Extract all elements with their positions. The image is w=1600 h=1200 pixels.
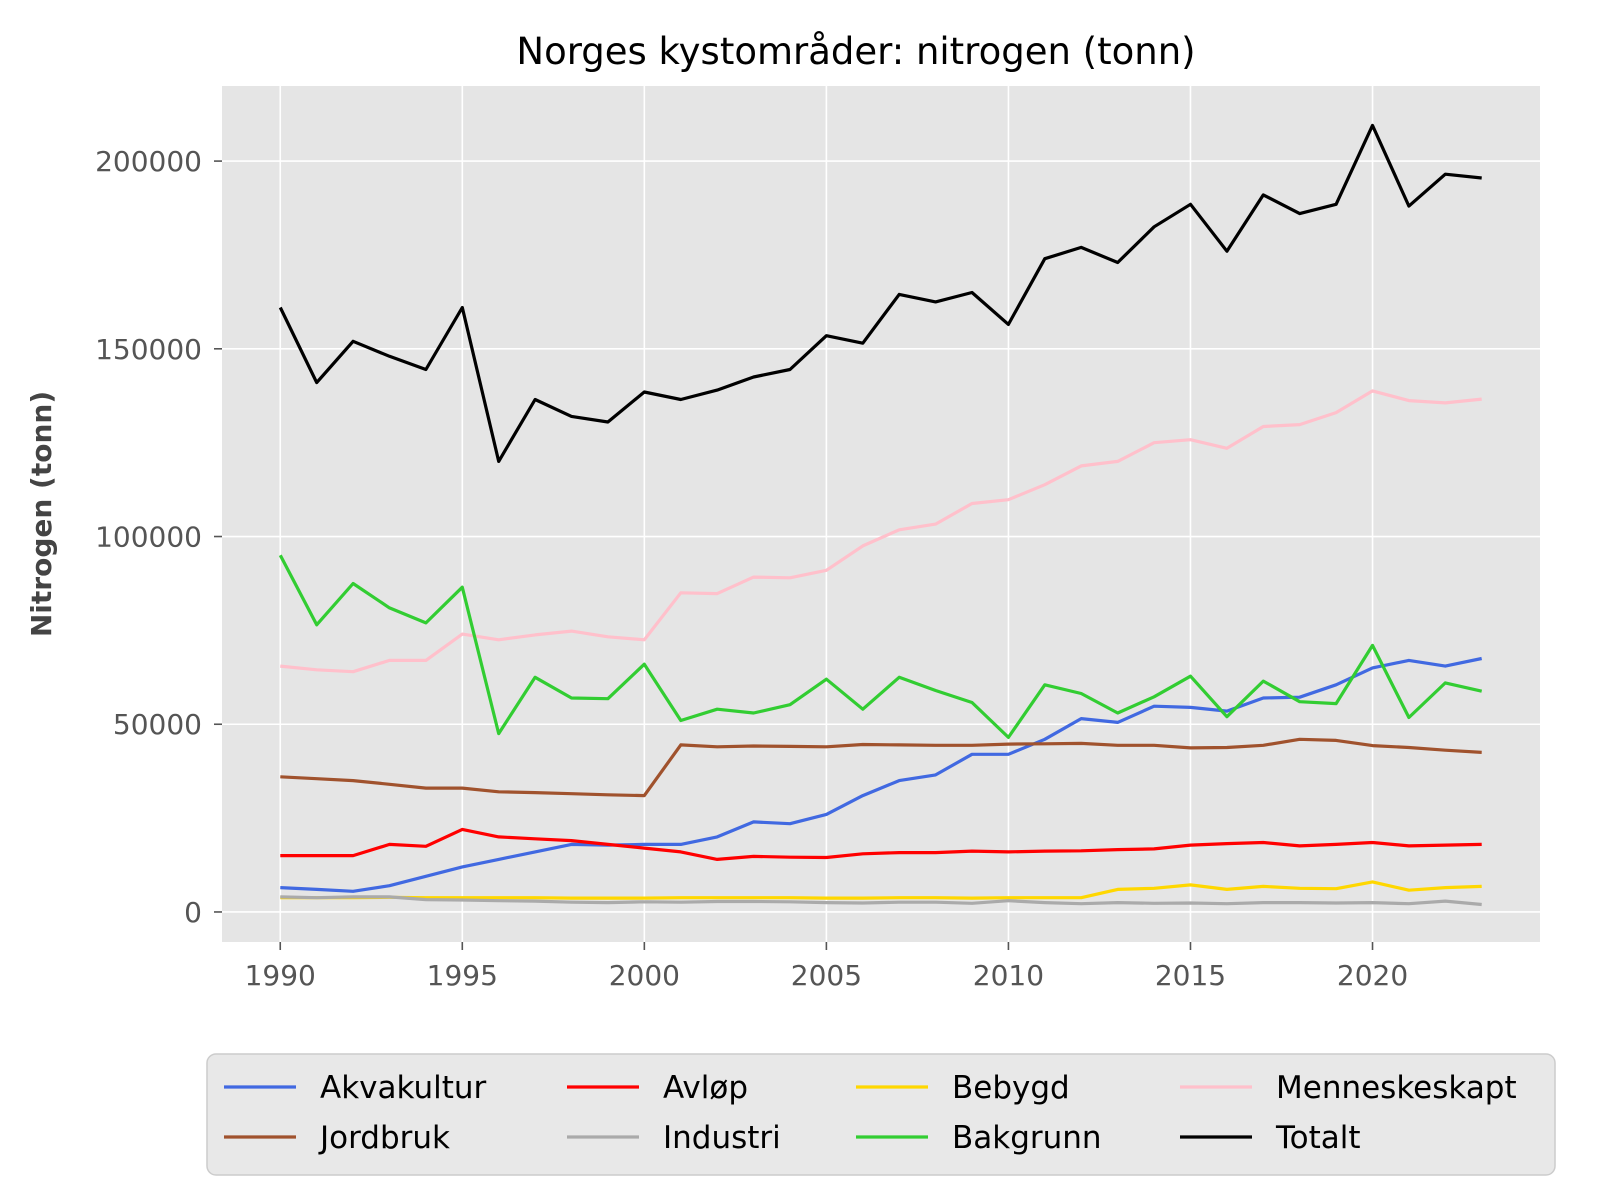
legend-label: Menneskeskapt bbox=[1276, 1070, 1517, 1106]
legend-item: Akvakultur bbox=[224, 1070, 487, 1106]
legend-item: Avløp bbox=[567, 1070, 748, 1106]
series-line-bebygd bbox=[280, 880, 1482, 900]
series-line-jordbruk bbox=[280, 737, 1482, 798]
legend-item: Jordbruk bbox=[224, 1120, 450, 1156]
legend-label: Totalt bbox=[1275, 1120, 1361, 1156]
legend-label: Avløp bbox=[663, 1070, 748, 1106]
series-line-avløp bbox=[280, 827, 1482, 862]
y-tick-label: 50000 bbox=[113, 708, 202, 741]
legend-box bbox=[206, 1053, 1556, 1176]
legend-label: Bebygd bbox=[952, 1070, 1070, 1106]
y-tick-label: 100000 bbox=[95, 521, 202, 554]
legend-item: Bakgrunn bbox=[856, 1120, 1102, 1156]
x-tick-label: 2005 bbox=[791, 959, 862, 992]
legend: Akvakultur Avløp Bebygd Menneskeskapt Jordbr… bbox=[206, 1053, 1556, 1176]
grid bbox=[222, 86, 1540, 942]
legend-item: Bebygd bbox=[856, 1070, 1070, 1106]
legend-label: Akvakultur bbox=[320, 1070, 487, 1106]
x-tick-label: 2010 bbox=[973, 959, 1044, 992]
legend-item: Totalt bbox=[1180, 1120, 1361, 1156]
legend-label: Bakgrunn bbox=[952, 1120, 1102, 1156]
legend-item: Industri bbox=[567, 1120, 781, 1156]
x-tick-label: 2015 bbox=[1155, 959, 1226, 992]
series-line-totalt bbox=[278, 123, 1482, 463]
axes: 1990 1995 2000 2005 2010 2015 2020 0 50000 100000… bbox=[95, 145, 1408, 992]
x-tick-label: 2000 bbox=[609, 959, 680, 992]
series-line-industri bbox=[280, 895, 1482, 907]
y-axis-label: Nitrogen (tonn) bbox=[25, 391, 58, 637]
series-lines bbox=[278, 123, 1483, 907]
legend-label: Jordbruk bbox=[318, 1120, 450, 1156]
legend-label: Industri bbox=[663, 1120, 781, 1156]
y-tick-label: 200000 bbox=[95, 145, 202, 178]
legend-item: Menneskeskapt bbox=[1180, 1070, 1517, 1106]
y-tick-label: 0 bbox=[184, 896, 202, 929]
x-tick-label: 1995 bbox=[427, 959, 498, 992]
x-tick-label: 2020 bbox=[1337, 959, 1408, 992]
chart-title: Norges kystområder: nitrogen (tonn) bbox=[516, 30, 1195, 73]
plot-area bbox=[222, 86, 1540, 942]
series-line-akvakultur bbox=[280, 656, 1483, 893]
series-line-menneskeskapt bbox=[280, 389, 1482, 674]
series-line-bakgrunn bbox=[278, 554, 1483, 740]
y-tick-label: 150000 bbox=[95, 333, 202, 366]
x-tick-label: 1990 bbox=[245, 959, 316, 992]
